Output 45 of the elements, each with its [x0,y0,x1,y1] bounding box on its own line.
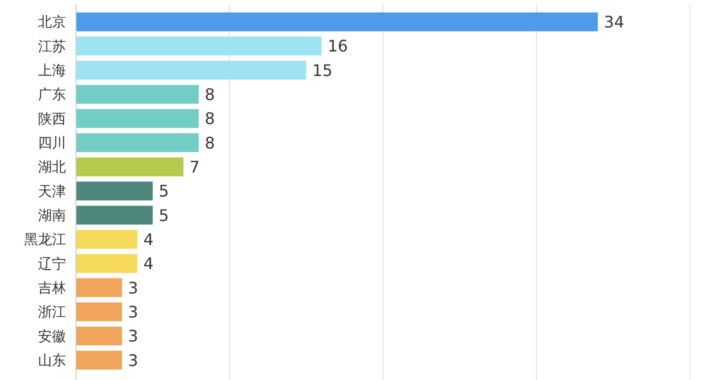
data-label: 5 [158,206,169,225]
data-label: 8 [204,109,215,128]
y-tick-label: 黑龙江 [24,232,66,248]
y-tick-label: 上海 [38,63,66,80]
data-label: 4 [143,230,154,249]
y-tick-label: 陕西 [38,111,66,128]
data-label: 8 [204,133,215,152]
y-tick-label: 吉林 [38,280,66,297]
data-label: 8 [204,84,215,104]
bar [76,254,138,273]
data-label: 7 [189,157,200,176]
data-label: 15 [312,60,333,80]
data-label: 3 [128,326,138,346]
y-tick-label: 广东 [38,87,66,104]
bar [76,36,322,56]
y-tick-label: 安徽 [38,328,66,345]
bar [76,12,598,32]
y-tick-label: 江苏 [38,38,66,55]
y-tick-label: 湖北 [38,160,66,176]
data-label: 34 [604,12,624,32]
bar [76,157,184,176]
bar [76,84,199,104]
data-label: 16 [328,36,348,56]
bar [76,230,138,249]
y-tick-label: 辽宁 [38,256,66,272]
bar [76,302,122,322]
y-tick-label: 浙江 [38,304,66,321]
bar [76,109,199,128]
bar [76,133,199,152]
y-tick-label: 四川 [38,136,66,152]
data-label: 3 [128,350,138,370]
data-label: 3 [128,302,138,322]
data-label: 3 [128,278,138,298]
bar [76,278,122,298]
y-tick-label: 北京 [38,14,66,31]
y-tick-label: 天津 [38,184,66,200]
bar [76,60,306,80]
y-tick-label: 湖南 [38,208,66,224]
bar [76,206,153,225]
bar [76,350,122,370]
y-tick-label: 山东 [38,353,66,370]
data-label: 4 [143,254,154,274]
bar [76,326,122,346]
data-label: 5 [158,182,169,201]
bar [76,182,153,200]
